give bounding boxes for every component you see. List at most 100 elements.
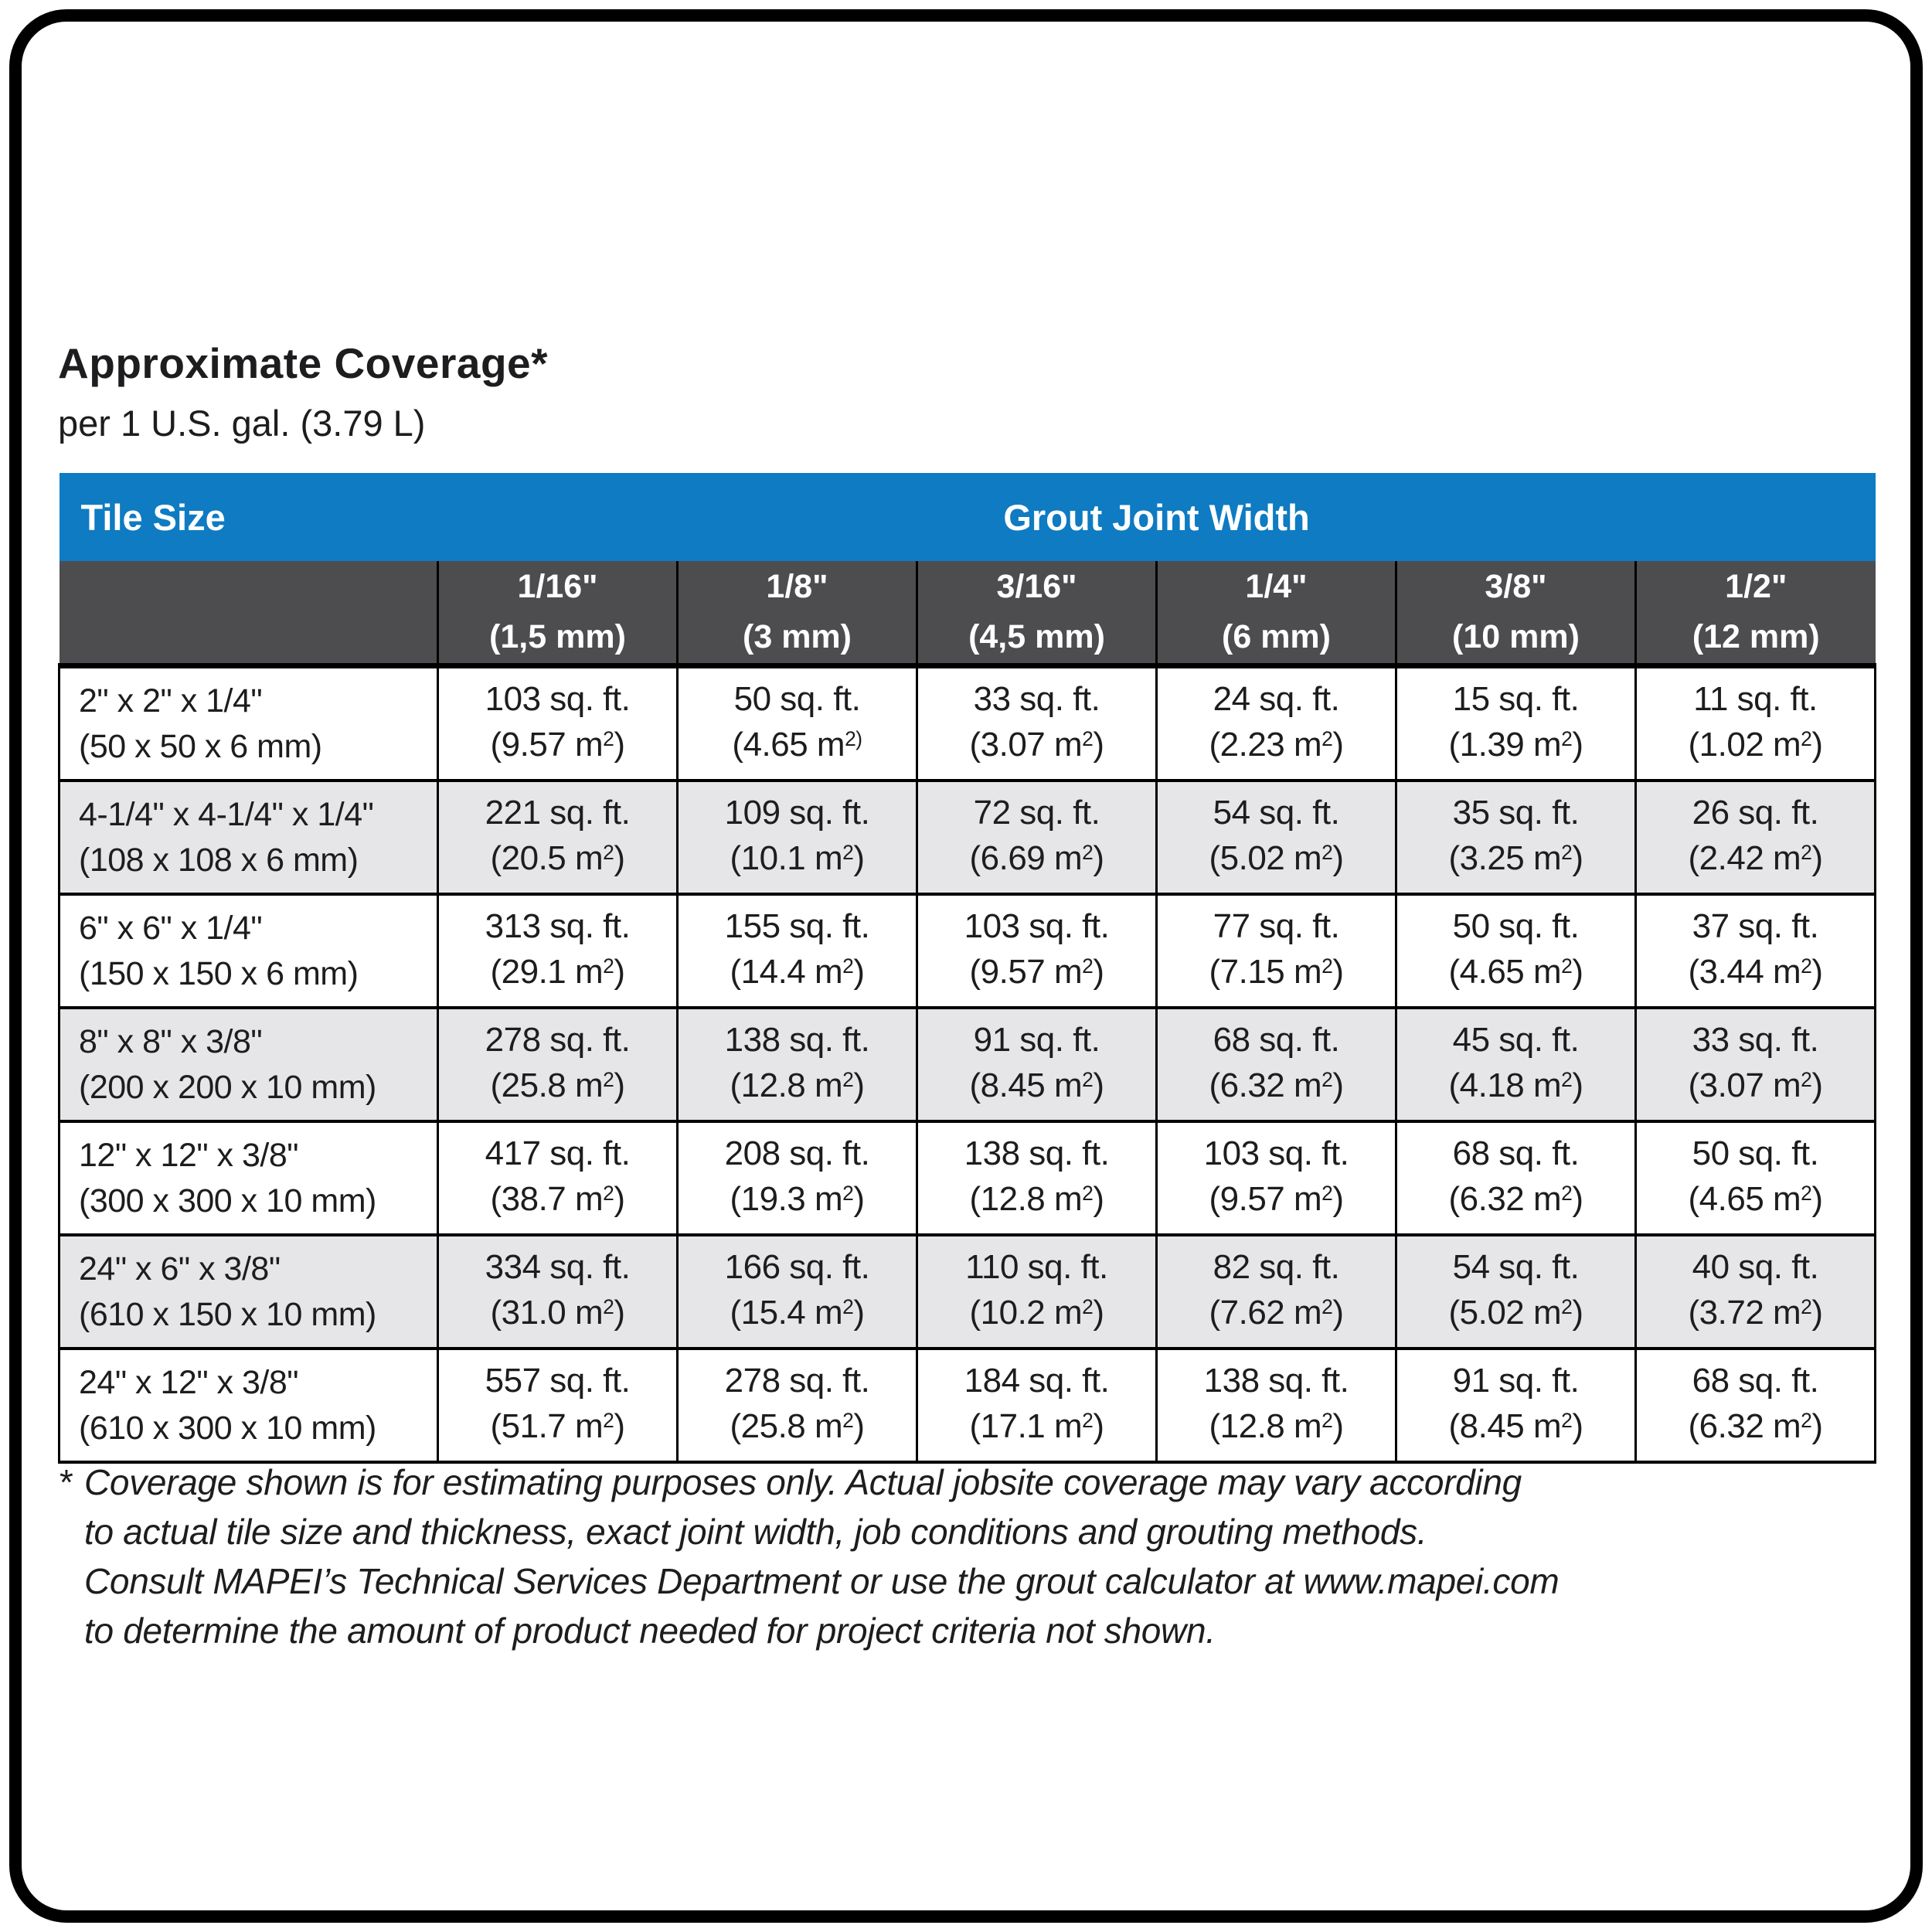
tile-size-mm: (200 x 200 x 10 mm) — [79, 1068, 376, 1106]
column-header-1-4: 1/4" (6 mm) — [1155, 561, 1397, 668]
coverage-m2: (2.42 m2) — [1688, 838, 1824, 877]
joint-width-mm: (6 mm) — [1222, 618, 1331, 655]
table-row: 2" x 2" x 1/4" (50 x 50 x 6 mm) 103 sq. … — [58, 664, 1877, 782]
coverage-cell: 37 sq. ft. (3.44 m2) — [1634, 893, 1877, 1009]
coverage-cell: 334 sq. ft. (31.0 m2) — [437, 1233, 679, 1350]
page-subtitle: per 1 U.S. gal. (3.79 L) — [58, 403, 426, 444]
tile-size-inches: 4-1/4" x 4-1/4" x 1/4" — [79, 795, 374, 833]
coverage-cell: 91 sq. ft. (8.45 m2) — [1395, 1347, 1637, 1464]
tile-size-mm: (610 x 150 x 10 mm) — [79, 1295, 376, 1333]
footnote-line: Consult MAPEI’s Technical Services Depar… — [84, 1561, 1560, 1601]
coverage-table-header: Tile Size Grout Joint Width 1/16" (1,5 m… — [59, 473, 1876, 668]
coverage-sqft: 138 sq. ft. — [964, 1134, 1110, 1172]
coverage-sqft: 103 sq. ft. — [1203, 1134, 1349, 1172]
tile-size-cell: 12" x 12" x 3/8" (300 x 300 x 10 mm) — [58, 1120, 439, 1236]
tile-size-inches: 8" x 8" x 3/8" — [79, 1022, 263, 1060]
coverage-cell: 54 sq. ft. (5.02 m2) — [1395, 1233, 1637, 1350]
coverage-sqft: 278 sq. ft. — [724, 1361, 870, 1400]
coverage-sqft: 103 sq. ft. — [485, 679, 631, 718]
tile-size-cell: 2" x 2" x 1/4" (50 x 50 x 6 mm) — [58, 664, 439, 782]
coverage-m2: (12.8 m2) — [730, 1066, 865, 1104]
tile-size-mm: (610 x 300 x 10 mm) — [79, 1409, 376, 1447]
coverage-cell: 103 sq. ft. (9.57 m2) — [1155, 1120, 1397, 1236]
coverage-m2: (3.44 m2) — [1688, 952, 1824, 991]
joint-width-mm: (12 mm) — [1692, 618, 1820, 655]
coverage-sqft: 45 sq. ft. — [1452, 1020, 1580, 1059]
coverage-sqft: 334 sq. ft. — [485, 1247, 631, 1286]
column-header-1-8: 1/8" (3 mm) — [676, 561, 918, 668]
coverage-m2: (1.02 m2) — [1688, 725, 1824, 764]
column-header-1-2: 1/2" (12 mm) — [1634, 561, 1876, 668]
coverage-sqft: 68 sq. ft. — [1692, 1361, 1819, 1400]
coverage-sqft: 110 sq. ft. — [965, 1247, 1108, 1286]
coverage-cell: 103 sq. ft. (9.57 m2) — [437, 664, 679, 782]
tile-size-cell: 24" x 6" x 3/8" (610 x 150 x 10 mm) — [58, 1233, 439, 1350]
coverage-cell: 109 sq. ft. (10.1 m2) — [676, 779, 918, 896]
coverage-m2: (17.1 m2) — [969, 1406, 1104, 1445]
coverage-cell: 557 sq. ft. (51.7 m2) — [437, 1347, 679, 1464]
tile-size-cell: 6" x 6" x 1/4" (150 x 150 x 6 mm) — [58, 893, 439, 1009]
coverage-sqft: 68 sq. ft. — [1452, 1134, 1580, 1172]
coverage-cell: 11 sq. ft. (1.02 m2) — [1634, 664, 1877, 782]
tile-size-cell: 4-1/4" x 4-1/4" x 1/4" (108 x 108 x 6 mm… — [58, 779, 439, 896]
coverage-cell: 417 sq. ft. (38.7 m2) — [437, 1120, 679, 1236]
coverage-sqft: 557 sq. ft. — [485, 1361, 631, 1400]
coverage-cell: 45 sq. ft. (4.18 m2) — [1395, 1006, 1637, 1123]
coverage-cell: 103 sq. ft. (9.57 m2) — [916, 893, 1158, 1009]
coverage-m2: (6.32 m2) — [1448, 1179, 1583, 1218]
coverage-sqft: 77 sq. ft. — [1213, 906, 1340, 945]
coverage-cell: 68 sq. ft. (6.32 m2) — [1634, 1347, 1877, 1464]
coverage-m2: (6.32 m2) — [1209, 1066, 1344, 1104]
coverage-m2: (7.15 m2) — [1209, 952, 1344, 991]
column-header-3-8: 3/8" (10 mm) — [1395, 561, 1637, 668]
table-row: 8" x 8" x 3/8" (200 x 200 x 10 mm) 278 s… — [58, 1006, 1877, 1123]
footnote-asterisk: * — [58, 1462, 72, 1502]
footnote-line: to determine the amount of product neede… — [84, 1611, 1216, 1651]
joint-width-fraction: 3/16" — [996, 568, 1077, 605]
coverage-cell: 26 sq. ft. (2.42 m2) — [1634, 779, 1877, 896]
coverage-cell: 138 sq. ft. (12.8 m2) — [1155, 1347, 1397, 1464]
coverage-m2: (5.02 m2) — [1448, 1293, 1583, 1332]
coverage-cell: 35 sq. ft. (3.25 m2) — [1395, 779, 1637, 896]
column-header-1-16: 1/16" (1,5 mm) — [437, 561, 679, 668]
coverage-cell: 40 sq. ft. (3.72 m2) — [1634, 1233, 1877, 1350]
coverage-sqft: 278 sq. ft. — [485, 1020, 631, 1059]
tile-size-cell: 24" x 12" x 3/8" (610 x 300 x 10 mm) — [58, 1347, 439, 1464]
table-row: 12" x 12" x 3/8" (300 x 300 x 10 mm) 417… — [58, 1120, 1877, 1236]
page-title: Approximate Coverage* — [58, 339, 549, 387]
footnote: * Coverage shown is for estimating purpos… — [58, 1458, 1889, 1655]
coverage-sqft: 138 sq. ft. — [1203, 1361, 1349, 1400]
coverage-sqft: 208 sq. ft. — [724, 1134, 870, 1172]
footnote-line: to actual tile size and thickness, exact… — [84, 1512, 1427, 1552]
tile-size-mm: (50 x 50 x 6 mm) — [79, 727, 322, 765]
coverage-m2: (6.32 m2) — [1688, 1406, 1824, 1445]
coverage-sqft: 15 sq. ft. — [1452, 679, 1580, 718]
coverage-m2: (25.8 m2) — [730, 1406, 865, 1445]
coverage-m2: (4.65 m2) — [1448, 952, 1583, 991]
column-header-row: 1/16" (1,5 mm) 1/8" (3 mm) 3/16" (4,5 mm… — [59, 561, 1876, 668]
coverage-m2: (4.65 m2) — [732, 725, 862, 764]
tile-size-mm: (300 x 300 x 10 mm) — [79, 1182, 376, 1219]
coverage-sqft: 37 sq. ft. — [1692, 906, 1819, 945]
tile-size-mm: (108 x 108 x 6 mm) — [79, 841, 359, 879]
coverage-sqft: 24 sq. ft. — [1213, 679, 1340, 718]
coverage-sqft: 109 sq. ft. — [724, 793, 870, 832]
coverage-m2: (15.4 m2) — [730, 1293, 865, 1332]
coverage-sqft: 184 sq. ft. — [964, 1361, 1110, 1400]
tile-size-inches: 24" x 12" x 3/8" — [79, 1363, 299, 1401]
coverage-cell: 208 sq. ft. (19.3 m2) — [676, 1120, 918, 1236]
coverage-sqft: 50 sq. ft. — [733, 679, 861, 718]
coverage-sqft: 82 sq. ft. — [1213, 1247, 1340, 1286]
coverage-cell: 15 sq. ft. (1.39 m2) — [1395, 664, 1637, 782]
column-header-3-16: 3/16" (4,5 mm) — [916, 561, 1158, 668]
tile-size-inches: 12" x 12" x 3/8" — [79, 1136, 299, 1174]
footnote-line: * Coverage shown is for estimating purpos… — [58, 1458, 1889, 1507]
coverage-cell: 278 sq. ft. (25.8 m2) — [676, 1347, 918, 1464]
coverage-m2: (5.02 m2) — [1209, 838, 1344, 877]
table-header-row: Tile Size Grout Joint Width — [59, 473, 1876, 561]
tile-size-inches: 24" x 6" x 3/8" — [79, 1250, 281, 1287]
coverage-m2: (25.8 m2) — [490, 1066, 625, 1104]
coverage-sqft: 417 sq. ft. — [485, 1134, 631, 1172]
table-row: 6" x 6" x 1/4" (150 x 150 x 6 mm) 313 sq… — [58, 893, 1877, 1009]
coverage-m2: (12.8 m2) — [969, 1179, 1104, 1218]
